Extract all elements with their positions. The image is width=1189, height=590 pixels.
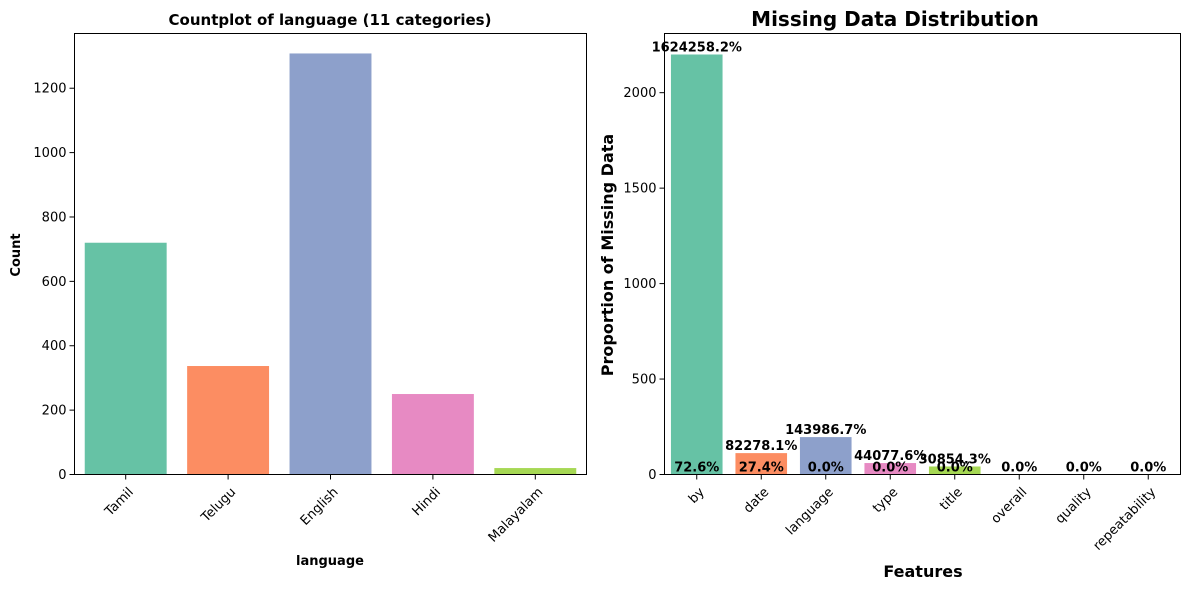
missing-data-ylabel: Proportion of Missing Data xyxy=(598,134,617,376)
c2-ytick-label: 500 xyxy=(632,373,657,388)
countplot-x-axis: Tamil Telugu English Hindi Malayalam xyxy=(102,474,547,546)
c2-top-label: 30854.3% xyxy=(919,452,991,467)
c1-ytick-label: 800 xyxy=(42,210,67,225)
c2-xtick-label: language xyxy=(783,485,836,538)
c2-bottom-label: 0.0% xyxy=(872,461,908,476)
c2-xtick-label: date xyxy=(741,485,772,516)
c2-bottom-label: 0.0% xyxy=(1130,461,1166,476)
c2-bottom-label: 0.0% xyxy=(1001,461,1037,476)
c2-bar-date xyxy=(735,453,788,475)
c1-ytick-label: 200 xyxy=(42,404,67,419)
countplot-xlabel: language xyxy=(296,554,364,569)
c1-bar-hindi xyxy=(391,394,474,475)
missing-data-frame xyxy=(664,33,1181,475)
c2-top-label: 1624258.2% xyxy=(652,41,742,56)
c2-xtick-label: type xyxy=(870,485,901,516)
c2-bar-language xyxy=(799,437,852,475)
c2-xtick-label: overall xyxy=(988,485,1030,527)
countplot-title: Countplot of language (11 categories) xyxy=(169,11,492,29)
countplot-ylabel: Count xyxy=(9,233,24,276)
c2-xtick-label: quality xyxy=(1053,485,1095,527)
c2-bottom-label: 0.0% xyxy=(1066,461,1102,476)
countplot-chart: Countplot of language (11 categories) la… xyxy=(9,11,587,569)
c1-bar-english xyxy=(289,53,372,475)
countplot-bars xyxy=(84,53,577,475)
missing-data-chart: Missing Data Distribution Features Propo… xyxy=(598,7,1181,581)
c2-bottom-label: 0.0% xyxy=(937,461,973,476)
c2-bar-by xyxy=(670,54,723,475)
c2-xtick-label: title xyxy=(937,485,966,514)
missing-data-xlabel: Features xyxy=(883,562,962,581)
c1-xtick-label: Malayalam xyxy=(486,485,547,546)
c2-xtick-label: by xyxy=(686,485,708,507)
c2-bottom-label: 27.4% xyxy=(739,461,784,476)
c1-ytick-label: 1200 xyxy=(33,82,66,97)
c2-bottom-label: 0.0% xyxy=(808,461,844,476)
c1-xtick-label: Tamil xyxy=(102,485,137,520)
missing-data-y-axis: 0 500 1000 1500 2000 xyxy=(623,86,665,483)
c1-ytick-label: 400 xyxy=(42,339,67,354)
c1-xtick-label: Telugu xyxy=(198,485,239,526)
c2-top-label: 143986.7% xyxy=(785,423,866,438)
countplot-frame xyxy=(74,33,587,475)
c2-ytick-label: 1500 xyxy=(623,182,656,197)
c2-xtick-label: repeatability xyxy=(1091,485,1160,554)
c2-top-label: 44077.6% xyxy=(854,449,926,464)
c1-xtick-label: Hindi xyxy=(410,485,444,519)
c2-ytick-label: 2000 xyxy=(623,86,656,101)
c1-bar-telugu xyxy=(187,366,270,475)
c2-bar-type xyxy=(864,463,917,475)
c1-ytick-label: 1000 xyxy=(33,146,66,161)
c1-ytick-label: 0 xyxy=(58,468,66,483)
c1-xtick-label: English xyxy=(298,485,342,529)
missing-data-labels: 1624258.2% 72.6% 82278.1% 27.4% 143986.7% 0.0… xyxy=(652,41,1167,476)
c1-bar-tamil xyxy=(84,242,167,475)
c1-bar-malayalam xyxy=(494,468,577,475)
c2-bottom-label: 72.6% xyxy=(674,461,719,476)
c2-ytick-label: 1000 xyxy=(623,277,656,292)
c1-ytick-label: 600 xyxy=(42,275,67,290)
c2-top-label: 82278.1% xyxy=(725,439,797,454)
c2-bar-title xyxy=(928,466,981,475)
c2-ytick-label: 0 xyxy=(648,468,656,483)
missing-data-x-axis: by date language type title overall qualityrep… xyxy=(686,474,1160,554)
countplot-y-axis: 0 200 400 600 800 1000 1200 xyxy=(33,82,75,483)
missing-data-title: Missing Data Distribution xyxy=(751,7,1039,31)
missing-data-bars xyxy=(670,54,981,475)
